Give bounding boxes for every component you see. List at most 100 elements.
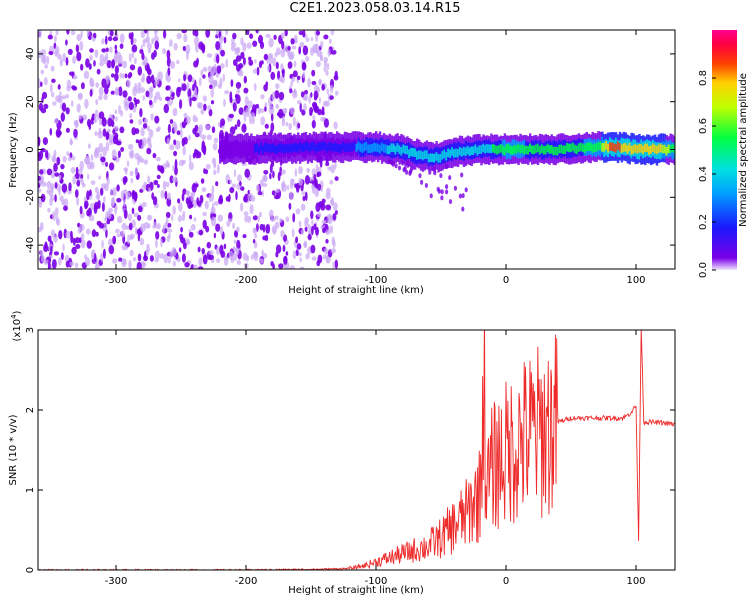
noise-speck	[228, 218, 233, 223]
signal-cell	[271, 143, 274, 152]
noise-speck	[105, 35, 108, 45]
noise-speck	[252, 227, 257, 232]
noise-speck	[232, 102, 237, 112]
noise-speck	[60, 112, 65, 122]
signal-cell	[484, 144, 487, 154]
noise-speck	[295, 208, 301, 215]
signal-cell	[250, 145, 253, 154]
noise-speck	[106, 60, 112, 69]
signal-cell	[517, 143, 520, 153]
noise-speck	[121, 258, 127, 268]
noise-speck	[296, 100, 302, 105]
noise-speck	[140, 157, 145, 164]
noise-speck	[437, 188, 441, 194]
snr-x-ticks: -300 -200 -100 0 100	[105, 330, 646, 587]
noise-speck	[114, 52, 118, 62]
noise-speck	[260, 116, 266, 126]
noise-speck	[118, 257, 123, 262]
signal-cell	[603, 143, 606, 152]
noise-speck	[88, 214, 95, 222]
signal-cell	[470, 146, 473, 155]
x-tick-label: 100	[626, 275, 645, 286]
noise-speck	[107, 212, 112, 220]
noise-speck	[53, 234, 58, 243]
noise-speck	[135, 139, 140, 144]
noise-speck	[182, 145, 186, 156]
noise-speck	[137, 82, 142, 91]
noise-speck	[50, 229, 56, 238]
noise-speck	[428, 169, 432, 175]
noise-speck	[128, 53, 132, 63]
noise-speck	[108, 36, 113, 42]
signal-cell	[219, 146, 222, 155]
noise-speck	[278, 108, 284, 119]
signal-cell	[279, 142, 282, 152]
noise-speck	[251, 116, 255, 125]
noise-speck	[231, 183, 237, 188]
signal-cell	[312, 141, 315, 151]
noise-speck	[189, 214, 193, 220]
noise-speck	[61, 95, 67, 100]
noise-speck	[93, 32, 97, 39]
signal-cell	[414, 148, 417, 157]
noise-speck	[202, 66, 208, 72]
noise-speck	[311, 219, 314, 225]
noise-speck	[88, 63, 92, 70]
snr-y-label: SNR (10 * v/v)	[8, 414, 19, 485]
noise-speck	[76, 33, 82, 42]
noise-speck	[295, 184, 300, 193]
signal-cell	[482, 143, 485, 153]
noise-speck	[202, 95, 207, 102]
signal-cell	[265, 142, 269, 152]
noise-speck	[123, 199, 126, 208]
noise-speck	[38, 150, 44, 160]
signal-cell	[435, 152, 438, 161]
noise-speck	[181, 253, 186, 263]
noise-speck	[207, 105, 212, 111]
noise-speck	[322, 254, 327, 260]
signal-cell	[334, 142, 337, 152]
noise-speck	[313, 223, 317, 231]
noise-speck	[334, 259, 338, 269]
signal-cell	[398, 145, 401, 154]
noise-speck	[204, 169, 209, 175]
signal-cell	[293, 142, 296, 152]
noise-speck	[114, 65, 119, 74]
noise-speck	[82, 114, 88, 121]
signal-cell	[454, 148, 458, 158]
noise-speck	[79, 160, 84, 171]
noise-speck	[229, 91, 233, 101]
noise-speck	[448, 175, 452, 181]
noise-speck	[213, 79, 218, 87]
noise-speck	[210, 71, 214, 78]
noise-speck	[461, 206, 465, 212]
noise-speck	[66, 85, 71, 92]
noise-speck	[268, 105, 275, 115]
signal-cell	[261, 145, 265, 155]
noise-speck	[290, 80, 294, 87]
noise-speck	[299, 41, 305, 48]
noise-speck	[284, 108, 288, 114]
noise-speck	[298, 30, 304, 36]
noise-speck	[296, 243, 302, 250]
noise-speck	[148, 99, 153, 106]
noise-speck	[43, 77, 48, 86]
noise-speck	[291, 228, 295, 238]
noise-speck	[111, 59, 115, 69]
signal-cell	[421, 151, 425, 161]
noise-speck	[141, 184, 147, 191]
x-tick-label: -300	[105, 275, 128, 286]
signal-cell	[341, 141, 345, 151]
noise-speck	[233, 59, 238, 67]
noise-speck	[166, 100, 173, 107]
noise-speck	[325, 161, 330, 167]
noise-speck	[216, 164, 220, 174]
noise-speck	[257, 107, 261, 115]
noise-speck	[325, 239, 329, 244]
noise-speck	[74, 262, 79, 268]
noise-speck	[127, 96, 132, 102]
noise-speck	[145, 90, 150, 98]
x-tick-label: -200	[235, 275, 258, 286]
noise-speck	[307, 233, 312, 241]
